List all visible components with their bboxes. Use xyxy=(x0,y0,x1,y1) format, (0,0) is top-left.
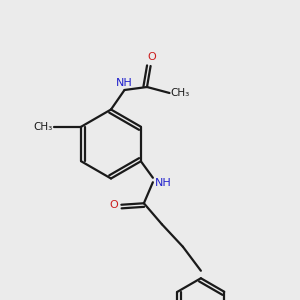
Text: NH: NH xyxy=(116,79,133,88)
Text: CH₃: CH₃ xyxy=(33,122,52,132)
Text: CH₃: CH₃ xyxy=(170,88,190,98)
Text: O: O xyxy=(148,52,157,62)
Text: O: O xyxy=(109,200,118,210)
Text: NH: NH xyxy=(154,178,171,188)
